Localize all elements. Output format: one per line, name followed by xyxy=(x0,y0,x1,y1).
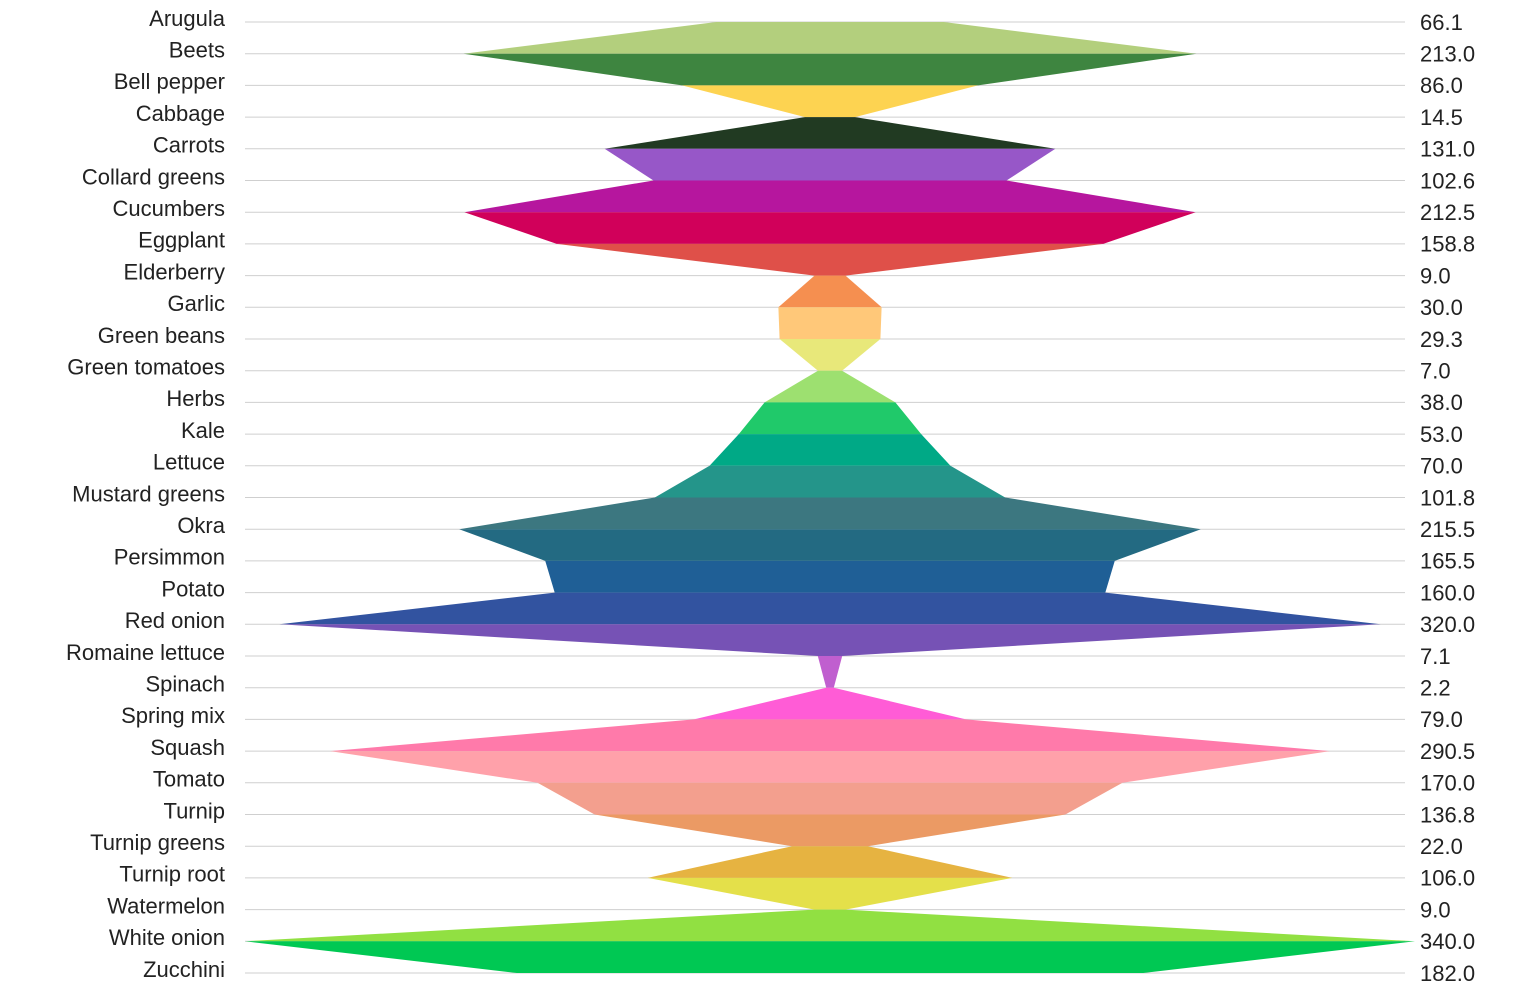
band xyxy=(647,846,1013,878)
value-label: 136.8 xyxy=(1420,802,1475,827)
band xyxy=(537,782,1123,815)
band xyxy=(654,465,1006,498)
value-label: 7.0 xyxy=(1420,359,1451,384)
category-label: Turnip greens xyxy=(90,830,225,855)
value-label: 131.0 xyxy=(1420,137,1475,162)
value-label: 106.0 xyxy=(1420,866,1475,891)
category-label: Turnip root xyxy=(119,862,225,887)
band xyxy=(604,117,1056,149)
category-label: Green beans xyxy=(98,323,225,348)
category-label: Cucumbers xyxy=(113,196,225,221)
category-label: Kale xyxy=(181,418,225,443)
category-label: Arugula xyxy=(149,6,226,31)
value-label: 7.1 xyxy=(1420,644,1451,669)
band xyxy=(459,529,1201,561)
band xyxy=(279,592,1381,625)
value-label: 160.0 xyxy=(1420,580,1475,605)
band xyxy=(545,560,1115,593)
category-label: Persimmon xyxy=(114,545,225,570)
band xyxy=(709,434,951,466)
band xyxy=(556,243,1104,276)
value-label: 86.0 xyxy=(1420,73,1463,98)
value-label: 38.0 xyxy=(1420,390,1463,415)
band xyxy=(463,53,1197,86)
band xyxy=(778,275,882,308)
category-label: Lettuce xyxy=(153,450,225,475)
band xyxy=(647,877,1013,910)
value-label: 101.8 xyxy=(1420,485,1475,510)
value-label: 340.0 xyxy=(1420,929,1475,954)
value-label: 212.5 xyxy=(1420,200,1475,225)
band xyxy=(464,212,1196,244)
band xyxy=(694,687,966,720)
value-label: 165.5 xyxy=(1420,549,1475,574)
category-label: Elderberry xyxy=(124,259,225,284)
band xyxy=(330,751,1330,783)
band xyxy=(594,814,1066,847)
category-label: Bell pepper xyxy=(114,69,225,94)
value-label: 70.0 xyxy=(1420,454,1463,479)
band xyxy=(245,909,1415,942)
category-label: Garlic xyxy=(168,291,225,316)
value-label: 29.3 xyxy=(1420,327,1463,352)
category-label: Squash xyxy=(150,735,225,760)
value-label: 213.0 xyxy=(1420,42,1475,67)
category-label: Mustard greens xyxy=(72,481,225,506)
category-label: Carrots xyxy=(153,133,225,158)
value-label: 79.0 xyxy=(1420,707,1463,732)
category-label: Turnip xyxy=(163,798,225,823)
value-label: 14.5 xyxy=(1420,105,1463,130)
category-label: Potato xyxy=(161,576,225,601)
value-label: 170.0 xyxy=(1420,771,1475,796)
value-label: 102.6 xyxy=(1420,168,1475,193)
band xyxy=(604,148,1056,181)
value-label: 9.0 xyxy=(1420,897,1451,922)
band xyxy=(817,656,843,688)
value-label: 9.0 xyxy=(1420,263,1451,288)
category-label: Watermelon xyxy=(107,893,225,918)
category-label: Spinach xyxy=(145,672,225,697)
category-label: Okra xyxy=(177,513,225,538)
value-label: 182.0 xyxy=(1420,961,1475,986)
category-label: Eggplant xyxy=(138,228,225,253)
value-label: 53.0 xyxy=(1420,422,1463,447)
band xyxy=(738,402,922,435)
band xyxy=(779,339,881,371)
category-label: Zucchini xyxy=(143,957,225,982)
category-label: Collard greens xyxy=(82,164,225,189)
band xyxy=(682,85,978,118)
band xyxy=(330,719,1330,752)
band xyxy=(464,180,1196,213)
band xyxy=(279,624,1381,656)
band xyxy=(778,307,882,339)
value-label: 2.2 xyxy=(1420,676,1451,701)
band xyxy=(245,941,1415,973)
category-label: White onion xyxy=(109,925,225,950)
category-label: Beets xyxy=(169,38,225,63)
category-label: Red onion xyxy=(125,608,225,633)
band xyxy=(463,22,1197,54)
value-label: 320.0 xyxy=(1420,612,1475,637)
category-label: Green tomatoes xyxy=(67,355,225,380)
band xyxy=(764,370,896,403)
category-label: Cabbage xyxy=(136,101,225,126)
category-label: Herbs xyxy=(166,386,225,411)
value-label: 158.8 xyxy=(1420,232,1475,257)
category-label: Romaine lettuce xyxy=(66,640,225,665)
category-label: Spring mix xyxy=(121,703,225,728)
value-label: 215.5 xyxy=(1420,517,1475,542)
value-label: 290.5 xyxy=(1420,739,1475,764)
band xyxy=(459,497,1201,530)
category-label: Tomato xyxy=(153,767,225,792)
value-label: 22.0 xyxy=(1420,834,1463,859)
value-label: 30.0 xyxy=(1420,295,1463,320)
value-label: 66.1 xyxy=(1420,10,1463,35)
